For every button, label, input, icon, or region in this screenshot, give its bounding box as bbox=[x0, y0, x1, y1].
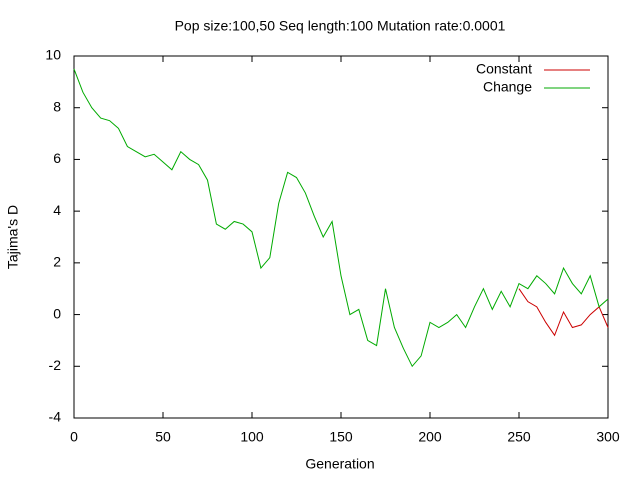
data-line bbox=[73, 68, 609, 368]
y-axis-label: Tajima's D bbox=[5, 205, 21, 269]
data-line bbox=[518, 288, 609, 337]
y-tick-label: 8 bbox=[53, 98, 61, 114]
x-tick-label: 200 bbox=[418, 429, 442, 445]
legend-label: Change bbox=[483, 79, 532, 95]
x-tick-label: 50 bbox=[155, 429, 171, 445]
x-tick-label: 300 bbox=[596, 429, 620, 445]
y-tick-label: -2 bbox=[49, 357, 62, 373]
y-tick-label: -4 bbox=[49, 409, 62, 425]
x-axis-label: Generation bbox=[305, 456, 374, 472]
x-tick-label: 150 bbox=[329, 429, 353, 445]
x-tick-label: 100 bbox=[240, 429, 264, 445]
y-tick-label: 0 bbox=[53, 305, 61, 321]
chart-title: Pop size:100,50 Seq length:100 Mutation … bbox=[175, 18, 506, 34]
y-tick-label: 2 bbox=[53, 254, 61, 270]
x-tick-label: 250 bbox=[507, 429, 531, 445]
y-tick-label: 4 bbox=[53, 202, 61, 218]
plot-frame bbox=[73, 55, 609, 419]
y-tick-label: 6 bbox=[53, 150, 61, 166]
x-tick-label: 0 bbox=[70, 429, 78, 445]
legend-label: Constant bbox=[476, 61, 532, 77]
y-tick-label: 10 bbox=[45, 47, 61, 63]
